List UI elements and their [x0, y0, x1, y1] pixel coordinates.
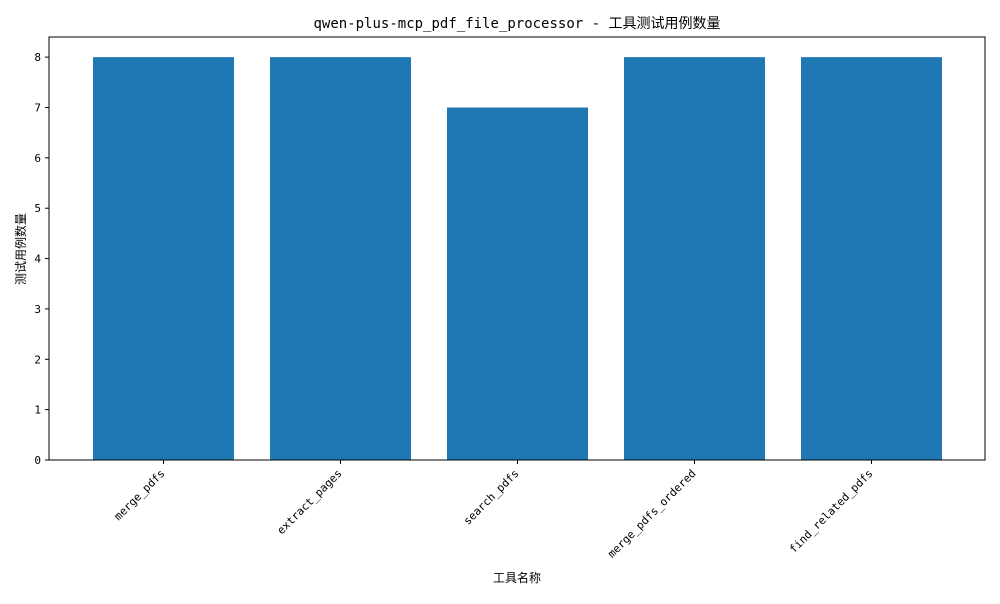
- y-tick-label: 7: [34, 102, 41, 115]
- y-tick-label: 3: [34, 303, 41, 316]
- y-tick-label: 5: [34, 202, 41, 215]
- chart-title: qwen-plus-mcp_pdf_file_processor - 工具测试用…: [313, 16, 720, 32]
- plot-frame: [48, 36, 986, 461]
- bar-find-related-pdfs: [801, 57, 942, 461]
- x-axis-label: 工具名称: [493, 570, 541, 585]
- y-tick-label: 8: [34, 51, 41, 64]
- y-axis: 0 1 2 3 4 5 6 7 8: [34, 51, 49, 467]
- bar-merge-pdfs-ordered: [624, 57, 765, 461]
- bars-group: [93, 57, 942, 461]
- y-tick-label: 6: [34, 152, 41, 165]
- bar-extract-pages: [270, 57, 411, 461]
- bar-merge-pdfs: [93, 57, 234, 461]
- y-tick-label: 2: [34, 353, 41, 366]
- y-tick-label: 4: [34, 253, 41, 266]
- y-tick-label: 0: [34, 454, 41, 467]
- bar-search-pdfs: [447, 107, 588, 460]
- y-axis-label: 测试用例数量: [13, 213, 28, 285]
- y-tick-label: 1: [34, 404, 41, 417]
